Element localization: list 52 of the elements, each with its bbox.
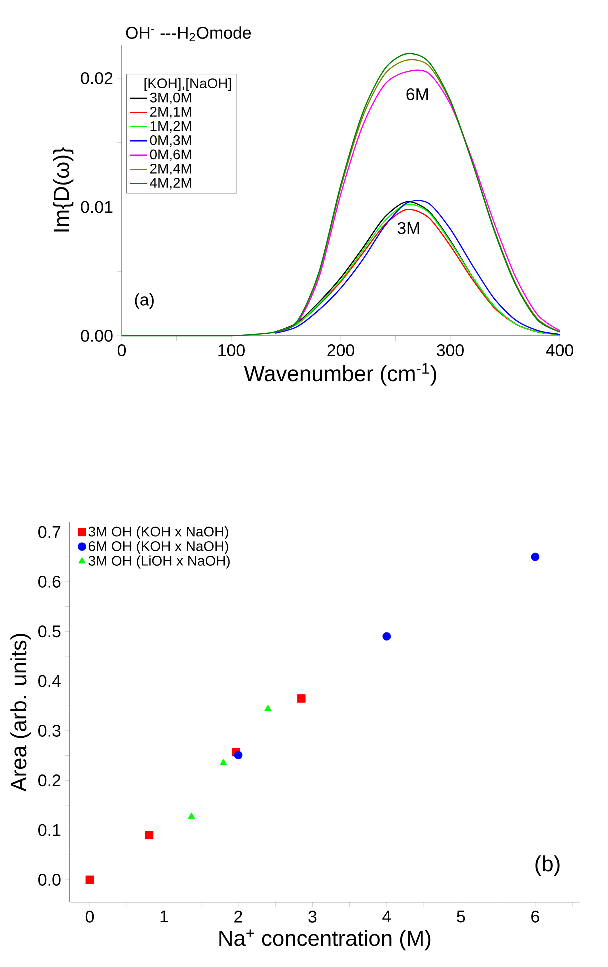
y-tick-label: 0.3 (38, 724, 61, 737)
y-tick-label: 0.1 (38, 824, 61, 836)
point (382, 632, 392, 641)
x-tick-label: 1 (160, 910, 168, 923)
legend-label: 2M,1M (150, 107, 192, 119)
point (297, 694, 306, 703)
x-axis-title: Wavenumber (cm$^{-1}$) (244, 363, 436, 386)
text: OH$^{-}$ ---H$_{2}$Omode (126, 26, 252, 42)
y-tick-label: 0.00 (81, 330, 113, 342)
x-tick-label: 200 (328, 344, 354, 357)
point (531, 552, 540, 562)
y-axis-title: Im{D(ω)} (53, 148, 74, 232)
y-tick-label: 0.01 (81, 201, 113, 214)
legend-label: 3M OH (KOH x NaOH) (88, 526, 228, 540)
x-tick-label: 400 (546, 344, 574, 357)
point (145, 831, 154, 840)
y-tick-label: 0.5 (38, 626, 61, 638)
y-axis-title: Area (arb. units) (10, 634, 32, 792)
y-tick-label: 0.7 (38, 526, 61, 538)
legend-label: 1M,2M (150, 121, 192, 133)
x-tick-label: 0 (86, 910, 94, 923)
legend-label: 3M,0M (150, 92, 192, 104)
x-axis-title: Na$^{+}$ concentration (M) (220, 930, 431, 951)
legend-label: 2M,4M (150, 164, 192, 176)
legend-title: [KOH],[NaOH] (144, 78, 232, 92)
x-tick-label: 0 (118, 344, 126, 357)
x-tick-label: 100 (218, 344, 245, 357)
legend-label: 6M OH (KOH x NaOH) (88, 541, 228, 554)
y-tick-label: 0.0 (38, 874, 61, 886)
legend-label: 0M,6M (150, 150, 192, 162)
y-tick-label: 0.2 (38, 774, 61, 787)
annotation: (b) (536, 856, 560, 876)
y-tick-label: 0.4 (38, 675, 61, 688)
annotation: (a) (135, 293, 154, 310)
annotation: 6M (406, 88, 428, 100)
x-tick-label: 5 (457, 910, 466, 923)
point (188, 812, 196, 820)
legend-label: 3M OH (LiOH x NaOH) (88, 556, 230, 569)
legend-label: 4M,2M (150, 178, 192, 190)
point (220, 759, 228, 766)
x-tick-label: 6 (532, 910, 540, 923)
point (86, 876, 94, 884)
x-tick-label: 3 (308, 910, 317, 923)
x-tick-label: 300 (437, 344, 464, 357)
x-tick-label: 4 (382, 910, 392, 923)
point (234, 751, 243, 760)
x-tick-label: 2 (234, 910, 242, 923)
point (264, 704, 272, 712)
y-tick-label: 0.02 (81, 72, 113, 84)
y-tick-label: 0.6 (38, 576, 61, 588)
legend-label: 0M,3M (150, 136, 192, 148)
annotation: 3M (398, 222, 420, 234)
